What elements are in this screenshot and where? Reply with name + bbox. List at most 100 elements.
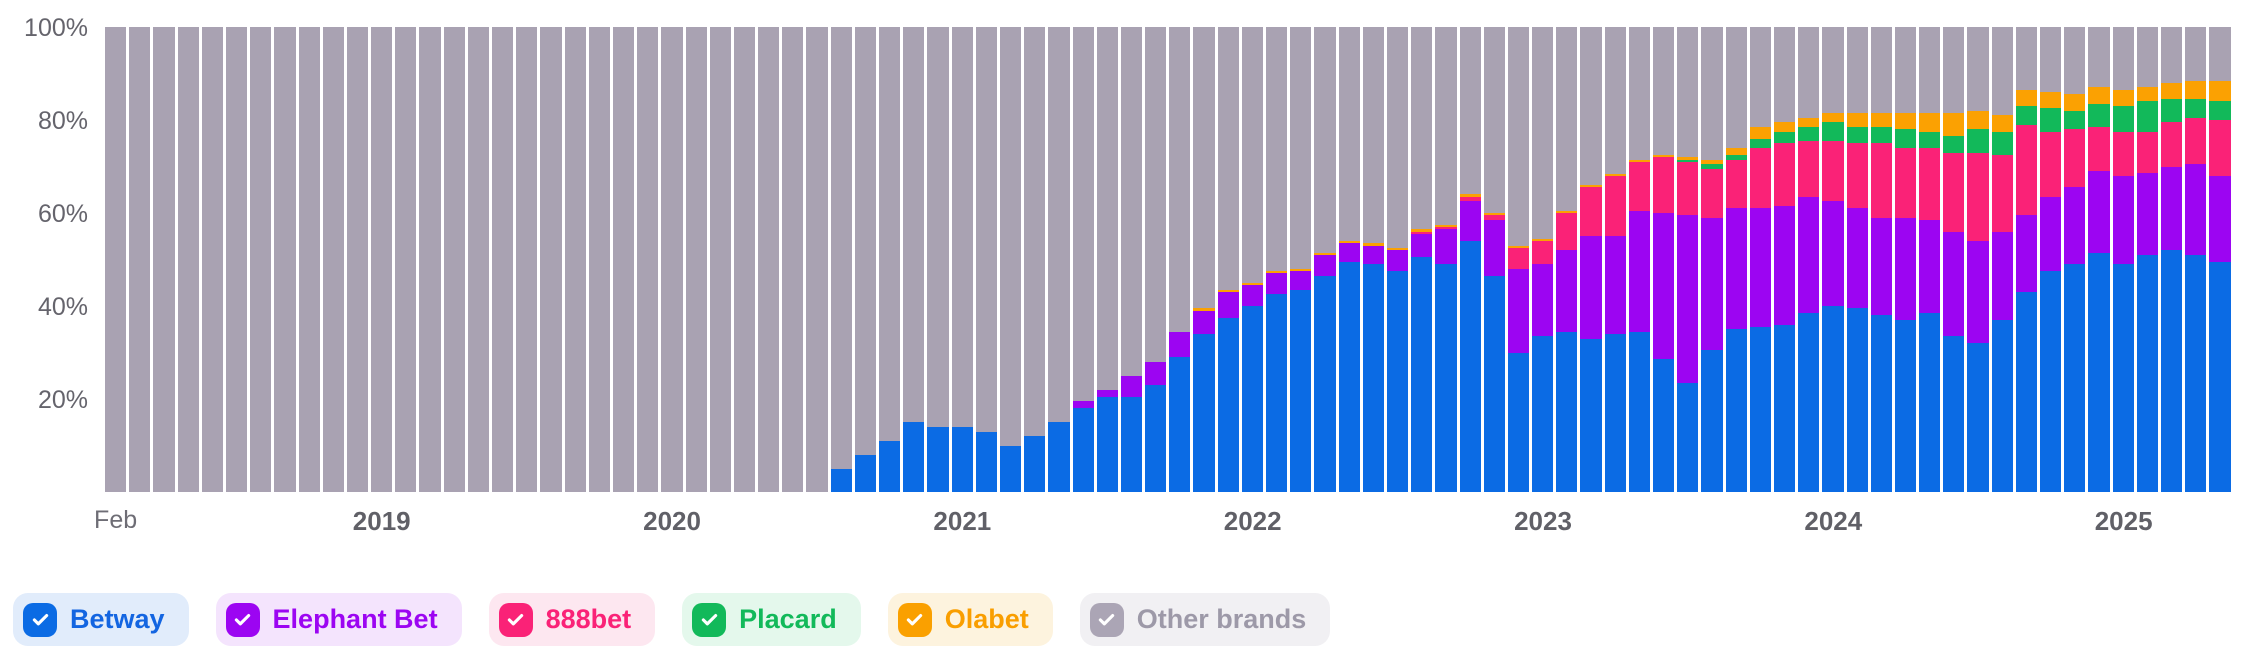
bar-2019-08[interactable] — [540, 27, 562, 492]
legend-chip-elephant-bet[interactable]: Elephant Bet — [215, 593, 462, 646]
bar-2022-02[interactable] — [1266, 27, 1288, 492]
bar-2024-05[interactable] — [1919, 27, 1941, 492]
bar-2019-01[interactable] — [371, 27, 393, 492]
bar-2019-12[interactable] — [637, 27, 659, 492]
legend-chip-betway[interactable]: Betway — [13, 593, 189, 646]
bar-2024-06[interactable] — [1943, 27, 1965, 492]
bar-2024-04[interactable] — [1894, 27, 1917, 492]
bar-2019-02[interactable] — [395, 27, 417, 492]
bar-2023-01[interactable] — [1532, 27, 1554, 492]
bar-2020-11[interactable] — [903, 27, 925, 492]
bar-2020-02[interactable] — [685, 27, 707, 492]
bar-2018-04[interactable] — [153, 27, 175, 492]
bar-2020-12[interactable] — [927, 27, 949, 492]
bar-2021-03[interactable] — [999, 27, 1022, 492]
segment-placard — [1894, 129, 1917, 148]
segment-other-brands — [1507, 27, 1530, 246]
bar-2019-10[interactable] — [588, 27, 610, 492]
bar-2023-10[interactable] — [1749, 27, 1771, 492]
bar-2022-11[interactable] — [1483, 27, 1505, 492]
bar-2024-07[interactable] — [1967, 27, 1989, 492]
bar-2024-01[interactable] — [1822, 27, 1844, 492]
bar-2018-05[interactable] — [177, 27, 199, 492]
bar-2023-04[interactable] — [1604, 27, 1626, 492]
bar-2018-03[interactable] — [129, 27, 151, 492]
bar-2022-01[interactable] — [1241, 27, 1263, 492]
bar-2021-07[interactable] — [1096, 27, 1118, 492]
bar-2022-12[interactable] — [1507, 27, 1530, 492]
bar-2020-08[interactable] — [830, 27, 852, 492]
bar-2018-07[interactable] — [225, 27, 248, 492]
bar-2018-02[interactable] — [105, 27, 127, 492]
bar-2021-11[interactable] — [1193, 27, 1215, 492]
bar-2021-12[interactable] — [1217, 27, 1239, 492]
bar-2023-12[interactable] — [1798, 27, 1820, 492]
bar-2021-02[interactable] — [975, 27, 997, 492]
bar-2023-05[interactable] — [1628, 27, 1650, 492]
bar-2023-07[interactable] — [1677, 27, 1699, 492]
bar-2020-10[interactable] — [879, 27, 901, 492]
bar-2024-08[interactable] — [1991, 27, 2013, 492]
bar-2019-09[interactable] — [564, 27, 586, 492]
bar-2023-09[interactable] — [1725, 27, 1747, 492]
legend-chip-placard[interactable]: Placard — [682, 593, 861, 646]
bar-2023-06[interactable] — [1653, 27, 1675, 492]
segment-other-brands — [201, 27, 223, 492]
legend-chip-olabet[interactable]: Olabet — [887, 593, 1053, 646]
bar-2021-10[interactable] — [1169, 27, 1191, 492]
bar-2018-10[interactable] — [298, 27, 320, 492]
bar-2021-04[interactable] — [1024, 27, 1046, 492]
bar-2018-06[interactable] — [201, 27, 223, 492]
bar-2023-11[interactable] — [1773, 27, 1796, 492]
bar-2025-01[interactable] — [2112, 27, 2134, 492]
bar-2020-03[interactable] — [709, 27, 731, 492]
bar-2024-12[interactable] — [2088, 27, 2110, 492]
bar-2023-02[interactable] — [1556, 27, 1578, 492]
bar-2019-05[interactable] — [467, 27, 489, 492]
bar-2022-03[interactable] — [1290, 27, 1312, 492]
bar-2019-04[interactable] — [443, 27, 465, 492]
bar-2024-09[interactable] — [2015, 27, 2037, 492]
bar-2024-10[interactable] — [2040, 27, 2062, 492]
bar-2022-05[interactable] — [1338, 27, 1360, 492]
bar-2020-06[interactable] — [782, 27, 804, 492]
segment-elephant-bet — [1072, 401, 1094, 409]
bar-2018-12[interactable] — [346, 27, 369, 492]
segment-888bet — [2185, 117, 2207, 165]
legend-chip-other-brands[interactable]: Other brands — [1079, 593, 1331, 646]
bar-2021-06[interactable] — [1072, 27, 1094, 492]
bar-2022-10[interactable] — [1459, 27, 1481, 492]
bar-2025-04[interactable] — [2185, 27, 2207, 492]
bar-2022-07[interactable] — [1386, 27, 1409, 492]
bar-2022-08[interactable] — [1411, 27, 1433, 492]
bar-2020-01[interactable] — [661, 27, 683, 492]
bar-2025-05[interactable] — [2209, 27, 2231, 492]
bar-2019-06[interactable] — [492, 27, 514, 492]
bar-2019-07[interactable] — [516, 27, 538, 492]
bar-2024-11[interactable] — [2064, 27, 2086, 492]
bar-2025-02[interactable] — [2136, 27, 2158, 492]
bar-2023-03[interactable] — [1580, 27, 1602, 492]
bar-2022-06[interactable] — [1362, 27, 1384, 492]
segment-other-brands — [564, 27, 586, 492]
bar-2023-08[interactable] — [1701, 27, 1723, 492]
bar-2021-05[interactable] — [1048, 27, 1070, 492]
bar-2019-03[interactable] — [419, 27, 441, 492]
bar-2018-11[interactable] — [322, 27, 344, 492]
bar-2021-09[interactable] — [1145, 27, 1167, 492]
bar-2021-01[interactable] — [951, 27, 973, 492]
bar-2025-03[interactable] — [2160, 27, 2183, 492]
bar-2020-07[interactable] — [806, 27, 828, 492]
bar-2022-04[interactable] — [1314, 27, 1336, 492]
bar-2024-02[interactable] — [1846, 27, 1868, 492]
bar-2022-09[interactable] — [1435, 27, 1457, 492]
bar-2020-04[interactable] — [733, 27, 756, 492]
bar-2020-05[interactable] — [758, 27, 780, 492]
bar-2020-09[interactable] — [854, 27, 876, 492]
bar-2021-08[interactable] — [1120, 27, 1143, 492]
bar-2018-08[interactable] — [250, 27, 272, 492]
legend-chip-888bet[interactable]: 888bet — [488, 593, 656, 646]
bar-2024-03[interactable] — [1870, 27, 1892, 492]
bar-2019-11[interactable] — [612, 27, 635, 492]
bar-2018-09[interactable] — [274, 27, 296, 492]
